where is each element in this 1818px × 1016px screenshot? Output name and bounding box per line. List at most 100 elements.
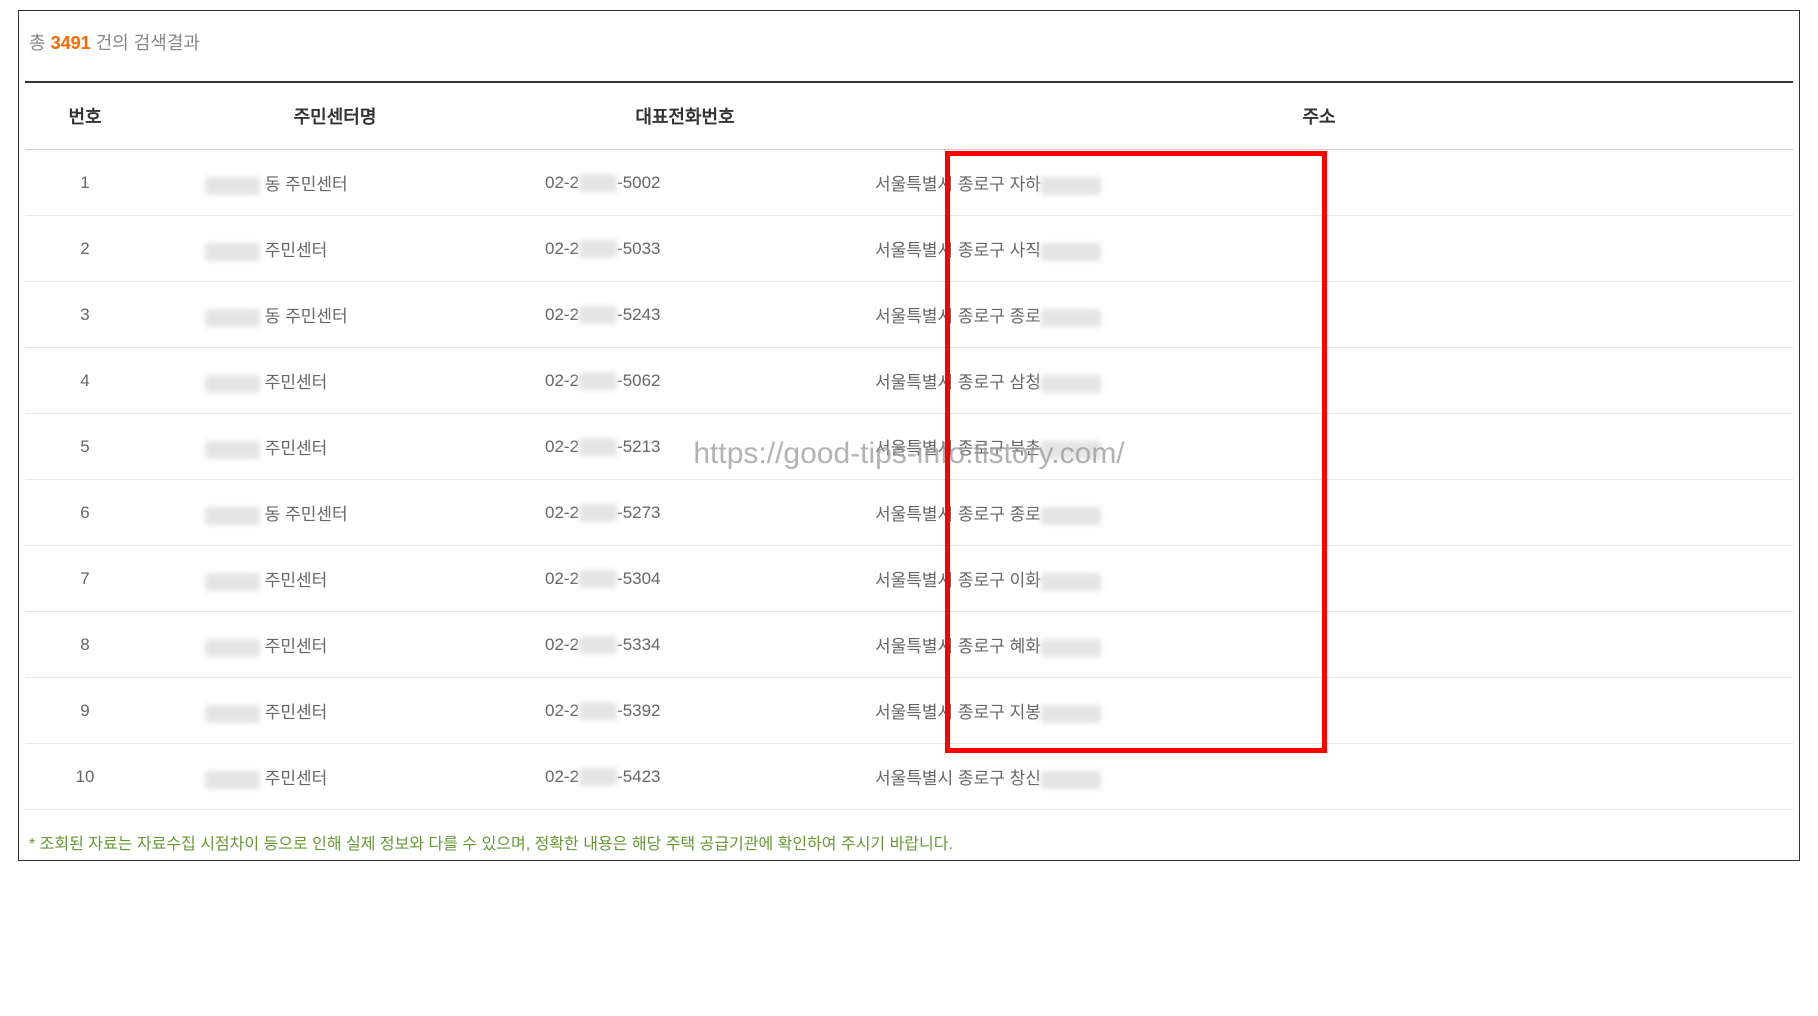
phone-suffix: -5243 (617, 305, 660, 324)
cell-address: 서울특별시 종로구 자하 (845, 150, 1793, 216)
redacted-icon (1041, 705, 1101, 723)
phone-prefix: 02-2 (545, 503, 579, 522)
phone-prefix: 02-2 (545, 635, 579, 654)
cell-center-name: 주민센터 (145, 678, 525, 744)
col-header-address: 주소 (845, 82, 1793, 150)
results-table-wrap: 번호 주민센터명 대표전화번호 주소 1 동 주민센터 02-2 -5002 서울특별… (25, 81, 1793, 810)
phone-prefix: 02-2 (545, 437, 579, 456)
redacted-icon (205, 507, 260, 525)
address-prefix: 서울특별시 종로구 종로 (875, 307, 1041, 326)
cell-address: 서울특별시 종로구 사직 (845, 216, 1793, 282)
cell-phone: 02-2 -5002 (525, 150, 845, 216)
cell-center-name: 주민센터 (145, 744, 525, 810)
cell-address: 서울특별시 종로구 종로 (845, 282, 1793, 348)
center-name-suffix: 주민센터 (260, 241, 327, 260)
phone-suffix: -5062 (617, 371, 660, 390)
table-row: 4 주민센터02-2-5062서울특별시 종로구 삼청 (25, 348, 1793, 414)
redacted-icon (205, 309, 260, 327)
cell-number: 8 (25, 612, 145, 678)
redacted-icon (1041, 309, 1101, 327)
redacted-icon (579, 174, 617, 192)
center-name-suffix: 주민센터 (260, 439, 327, 458)
center-name-suffix: 주민센터 (260, 769, 327, 788)
phone-prefix: 02-2 (545, 701, 579, 720)
cell-address: 서울특별시 종로구 창신 (845, 744, 1793, 810)
table-row: 3 동 주민센터 02-2-5243 서울특별시 종로구 종로 (25, 282, 1793, 348)
redacted-icon (205, 705, 260, 723)
redacted-icon (205, 573, 260, 591)
redacted-icon (205, 771, 260, 789)
redacted-icon (205, 375, 260, 393)
phone-prefix: 02-2 (545, 767, 579, 786)
redacted-icon (579, 438, 617, 456)
redacted-icon (579, 702, 617, 720)
cell-number: 2 (25, 216, 145, 282)
redacted-icon (1041, 375, 1101, 393)
table-row: 10 주민센터 02-2 -5423 서울특별시 종로구 창신 (25, 744, 1793, 810)
redacted-icon (579, 636, 617, 654)
address-prefix: 서울특별시 종로구 지봉 (875, 703, 1041, 722)
cell-center-name: 동 주민센터 (145, 282, 525, 348)
redacted-icon (205, 243, 260, 261)
redacted-icon (205, 441, 260, 459)
search-result-count: 총 3491 건의 검색결과 (25, 17, 1793, 73)
cell-number: 9 (25, 678, 145, 744)
table-header-row: 번호 주민센터명 대표전화번호 주소 (25, 82, 1793, 150)
center-name-suffix: 동 주민센터 (260, 505, 348, 524)
col-header-phone: 대표전화번호 (525, 82, 845, 150)
cell-phone: 02-2 -5423 (525, 744, 845, 810)
cell-center-name: 주민센터 (145, 546, 525, 612)
phone-suffix: -5423 (617, 767, 660, 786)
results-table: 번호 주민센터명 대표전화번호 주소 1 동 주민센터 02-2 -5002 서울특별… (25, 81, 1793, 810)
cell-number: 6 (25, 480, 145, 546)
footer-disclaimer: * 조회된 자료는 자료수집 시점차이 등으로 인해 실제 정보와 다를 수 있… (25, 830, 1793, 854)
address-prefix: 서울특별시 종로구 북촌 (875, 439, 1041, 458)
address-prefix: 서울특별시 종로구 사직 (875, 241, 1041, 260)
center-name-suffix: 주민센터 (260, 637, 327, 656)
cell-address: 서울특별시 종로구 종로 (845, 480, 1793, 546)
cell-phone: 02-2-5334 (525, 612, 845, 678)
redacted-icon (579, 570, 617, 588)
cell-phone: 02-2 -5392 (525, 678, 845, 744)
table-row: 2 주민센터 02-2-5033 서울특별시 종로구 사직 (25, 216, 1793, 282)
redacted-icon (579, 768, 617, 786)
address-prefix: 서울특별시 종로구 혜화 (875, 637, 1041, 656)
redacted-icon (205, 639, 260, 657)
cell-phone: 02-2 -5213 (525, 414, 845, 480)
cell-number: 7 (25, 546, 145, 612)
cell-address: 서울특별시 종로구 혜화 (845, 612, 1793, 678)
cell-phone: 02-2-5033 (525, 216, 845, 282)
cell-address: 서울특별시 종로구 북촌 (845, 414, 1793, 480)
cell-phone: 02-2 -5062 (525, 348, 845, 414)
address-prefix: 서울특별시 종로구 이화 (875, 571, 1041, 590)
cell-phone: 02-2-5243 (525, 282, 845, 348)
phone-prefix: 02-2 (545, 371, 579, 390)
cell-number: 3 (25, 282, 145, 348)
redacted-icon (579, 240, 617, 258)
count-suffix: 건의 검색결과 (91, 33, 200, 53)
address-prefix: 서울특별시 종로구 종로 (875, 505, 1041, 524)
cell-center-name: 주민센터 (145, 414, 525, 480)
center-name-suffix: 주민센터 (260, 571, 327, 590)
phone-suffix: -5213 (617, 437, 660, 456)
redacted-icon (1041, 441, 1101, 459)
cell-center-name: 주민센터 (145, 348, 525, 414)
redacted-icon (1041, 507, 1101, 525)
phone-prefix: 02-2 (545, 173, 579, 192)
table-row: 7 주민센터02-2-5304서울특별시 종로구 이화 (25, 546, 1793, 612)
phone-suffix: -5304 (617, 569, 660, 588)
count-number: 3491 (51, 33, 91, 53)
center-name-suffix: 주민센터 (260, 703, 327, 722)
phone-suffix: -5002 (617, 173, 660, 192)
redacted-icon (1041, 573, 1101, 591)
col-header-center-name: 주민센터명 (145, 82, 525, 150)
address-prefix: 서울특별시 종로구 창신 (875, 769, 1041, 788)
table-row: 6 동 주민센터02-2-5273서울특별시 종로구 종로 (25, 480, 1793, 546)
center-name-suffix: 동 주민센터 (260, 307, 348, 326)
cell-number: 10 (25, 744, 145, 810)
center-name-suffix: 동 주민센터 (260, 175, 348, 194)
phone-suffix: -5392 (617, 701, 660, 720)
cell-center-name: 동 주민센터 (145, 480, 525, 546)
cell-number: 1 (25, 150, 145, 216)
redacted-icon (1041, 177, 1101, 195)
